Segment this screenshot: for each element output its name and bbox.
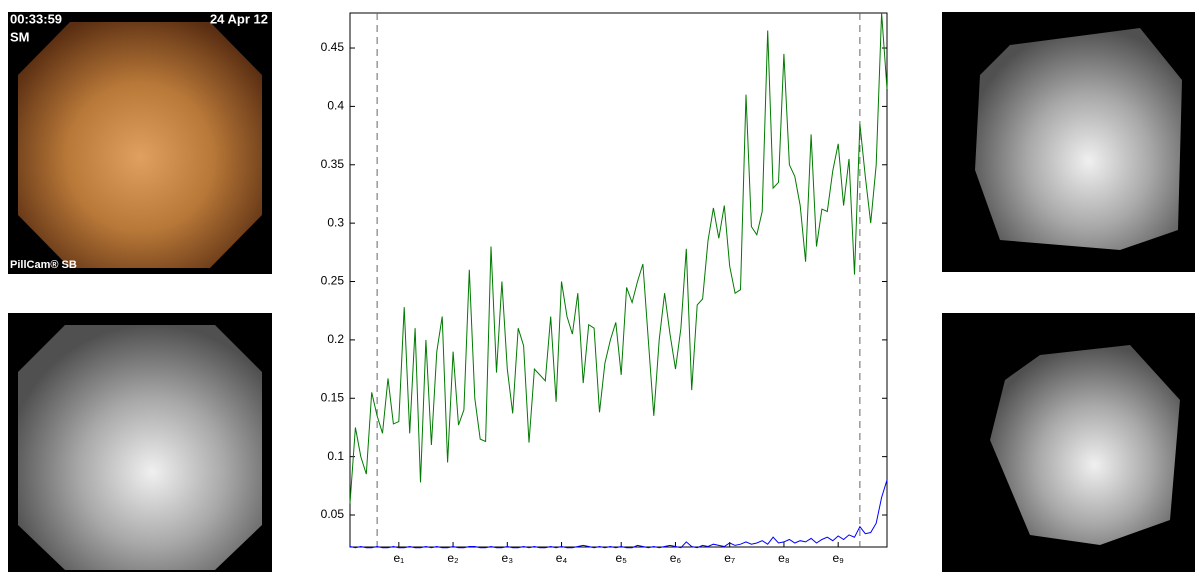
y-tick-label: 0.05 [321, 507, 345, 521]
color-frame: 00:33:59 24 Apr 12 SM PillCam® SB [8, 11, 272, 274]
frame-brand: PillCam® SB [10, 259, 77, 271]
frame-time: 00:33:59 [10, 11, 62, 26]
y-tick-label: 0.35 [321, 157, 345, 171]
x-tick-label: e₉ [832, 551, 844, 565]
x-tick-label: e₇ [724, 551, 735, 565]
gray-frame [8, 313, 272, 572]
y-tick-label: 0.15 [321, 390, 345, 404]
x-tick-label: e₈ [778, 551, 790, 565]
frame-date: 24 Apr 12 [210, 11, 268, 26]
plot-area [349, 12, 888, 548]
y-tick-label: 0.2 [327, 332, 344, 346]
gray-frame-warped [942, 313, 1195, 572]
x-tick-label: e₄ [556, 551, 568, 565]
y-tick-label: 0.25 [321, 274, 345, 288]
y-tick-label: 0.3 [327, 215, 344, 229]
series-line [349, 12, 888, 504]
series-line [349, 479, 888, 549]
gray-frame-rotated [942, 12, 1195, 272]
y-tick-label: 0.4 [327, 99, 344, 113]
x-tick-label: e₃ [502, 551, 514, 565]
x-tick-label: e₂ [447, 551, 459, 565]
x-tick-label: e₅ [615, 551, 627, 565]
y-tick-label: 0.45 [321, 40, 345, 54]
frame-mode: SM [10, 29, 30, 44]
y-tick-label: 0.1 [327, 449, 344, 463]
x-tick-label: e₁ [393, 551, 404, 565]
x-tick-label: e₆ [670, 551, 682, 565]
